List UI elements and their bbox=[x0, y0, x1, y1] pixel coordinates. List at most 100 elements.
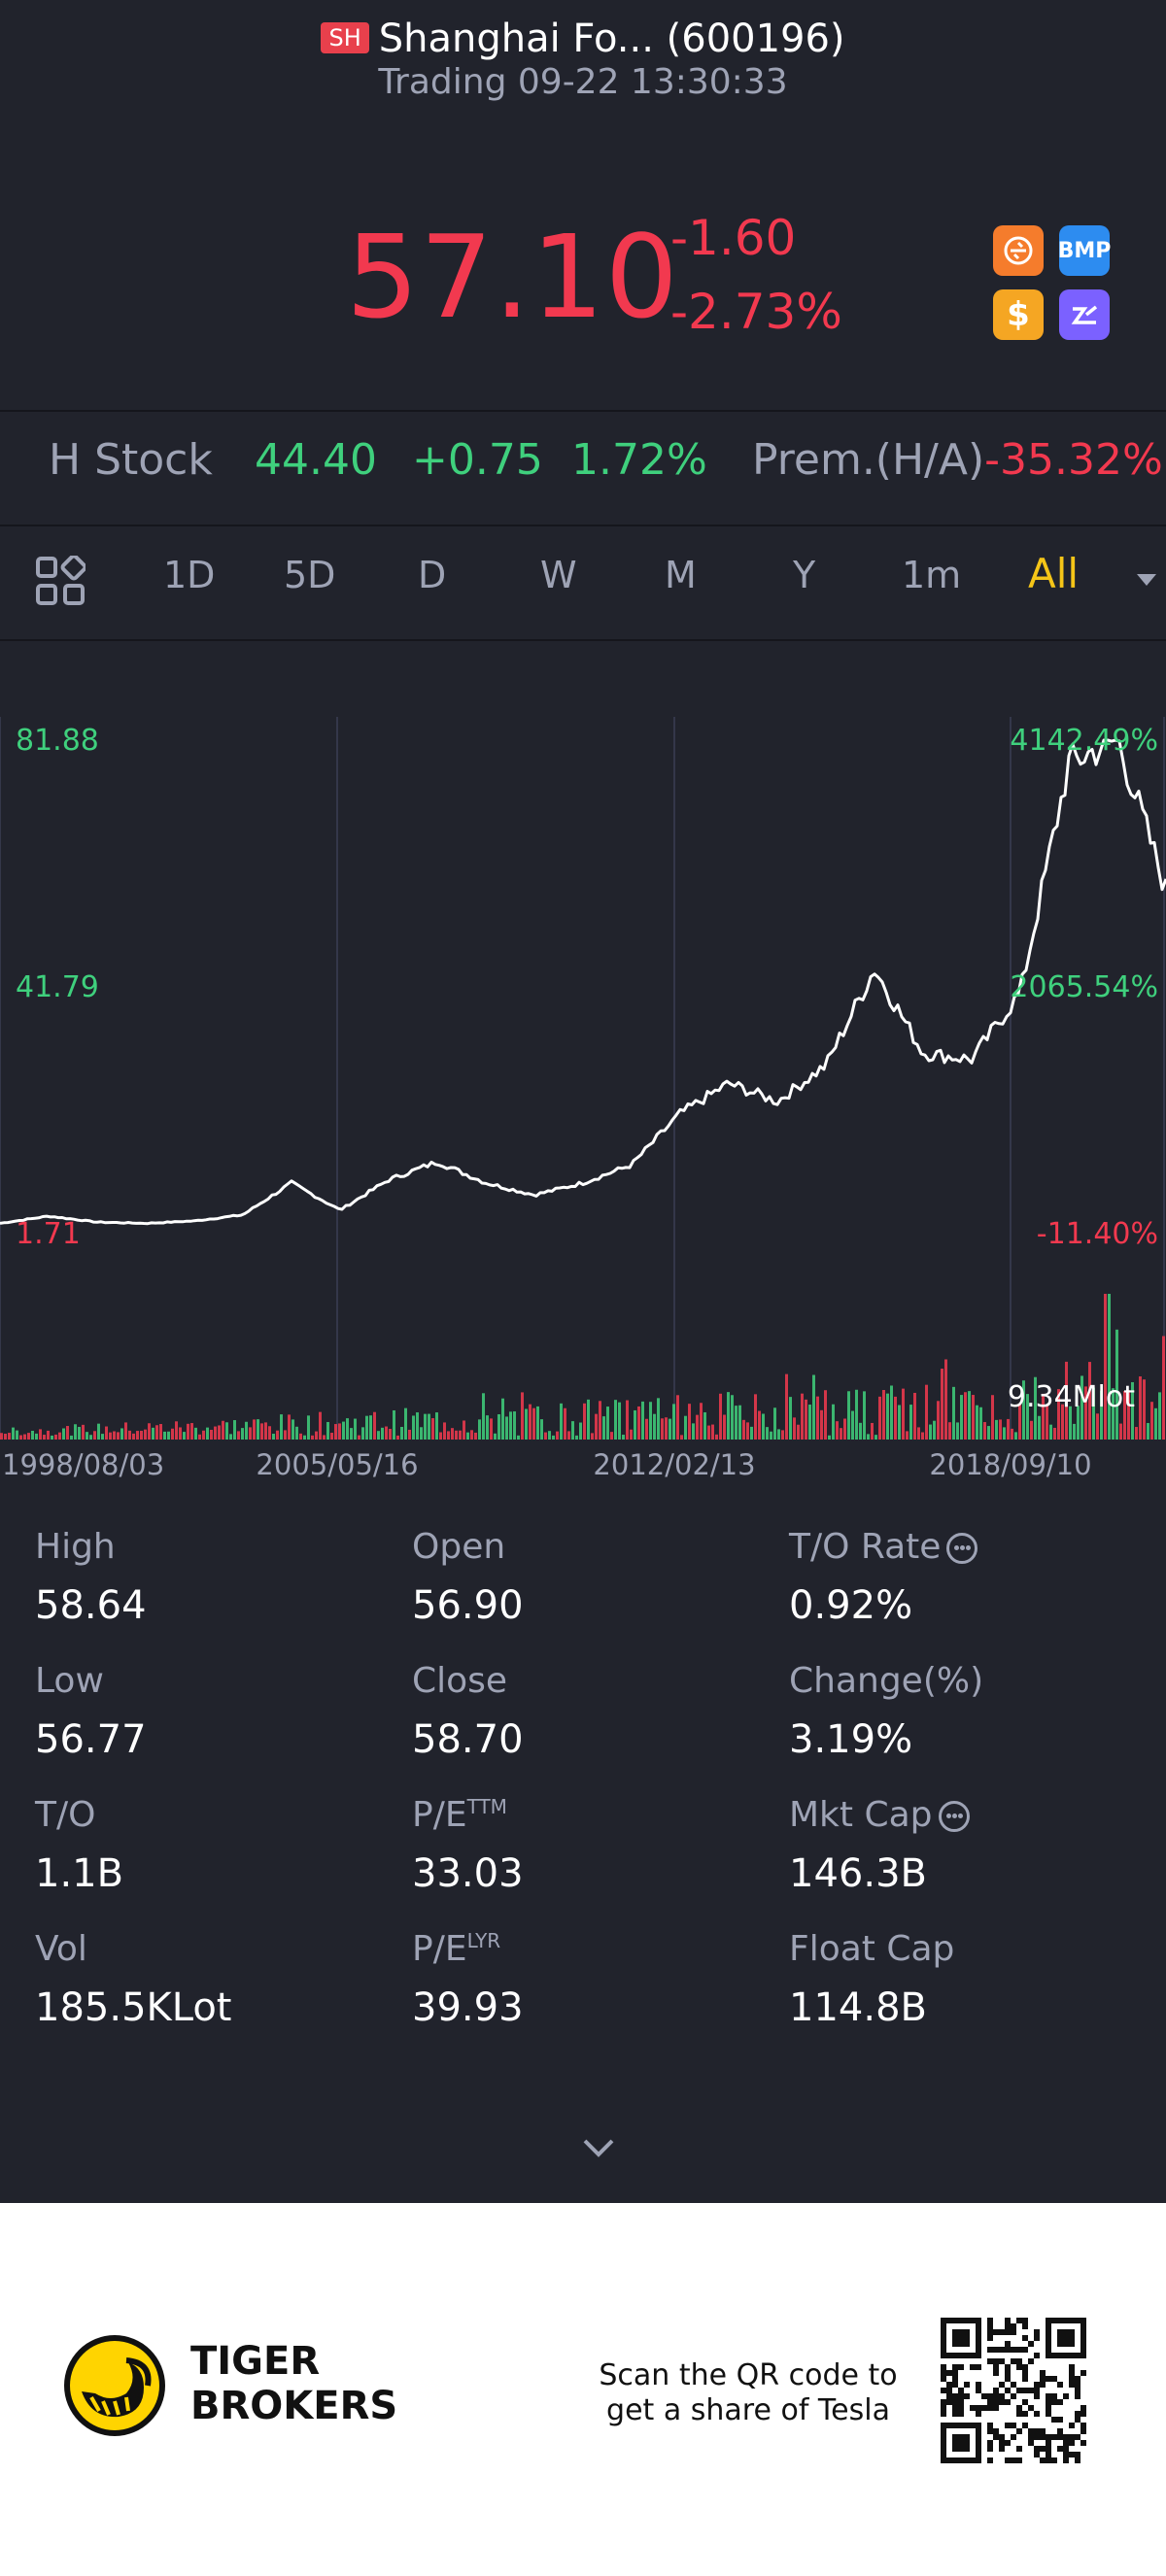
chevron-down-icon[interactable] bbox=[581, 2137, 616, 2164]
volume-bar bbox=[288, 1414, 291, 1440]
volume-bar bbox=[560, 1403, 563, 1440]
volume-bar bbox=[494, 1433, 497, 1440]
dollar-icon[interactable]: $ bbox=[993, 289, 1044, 340]
more-info-icon[interactable] bbox=[946, 1533, 978, 1564]
stat-label: Low bbox=[35, 1661, 104, 1701]
volume-bar bbox=[727, 1392, 730, 1440]
stat-value: 58.64 bbox=[35, 1583, 147, 1628]
volume-max-label: 9.34Mlot bbox=[1008, 1380, 1135, 1414]
volume-bar bbox=[194, 1427, 197, 1440]
tab-all[interactable]: All bbox=[1028, 550, 1080, 597]
volume-bar bbox=[257, 1419, 259, 1440]
volume-bar bbox=[82, 1424, 85, 1440]
volume-bar bbox=[470, 1430, 473, 1440]
promo-line-1: Scan the QR code to bbox=[599, 2358, 898, 2392]
tab-monthly[interactable]: M bbox=[665, 554, 697, 596]
volume-bar bbox=[190, 1423, 193, 1440]
volume-bar bbox=[513, 1411, 516, 1440]
volume-bar bbox=[1162, 1336, 1165, 1440]
volume-bar bbox=[917, 1427, 920, 1440]
caret-down-icon[interactable] bbox=[1137, 573, 1156, 592]
volume-bar bbox=[614, 1400, 617, 1440]
volume-bar bbox=[634, 1409, 636, 1440]
x-label-2018: 2018/09/10 bbox=[929, 1448, 1091, 1481]
stat-label-text: Mkt Cap bbox=[789, 1795, 933, 1835]
stat-value: 58.70 bbox=[412, 1717, 524, 1762]
volume-bar bbox=[878, 1396, 881, 1440]
divider bbox=[0, 525, 1166, 526]
volume-bar bbox=[816, 1396, 819, 1440]
volume-bar bbox=[894, 1396, 897, 1440]
promo-footer: TIGER BROKERS Scan the QR code to get a … bbox=[0, 2203, 1166, 2576]
volume-bar bbox=[330, 1433, 333, 1440]
volume-bar bbox=[1119, 1423, 1122, 1440]
volume-bar bbox=[610, 1432, 613, 1440]
volume-bar bbox=[902, 1388, 905, 1440]
volume-bar bbox=[62, 1428, 65, 1440]
volume-bar bbox=[777, 1429, 780, 1440]
more-info-icon[interactable] bbox=[938, 1801, 970, 1832]
volume-bar bbox=[19, 1435, 22, 1440]
volume-bar bbox=[1069, 1406, 1072, 1440]
volume-bar bbox=[474, 1432, 477, 1440]
tab-yearly[interactable]: Y bbox=[793, 554, 816, 596]
tab-daily[interactable]: D bbox=[418, 554, 447, 596]
volume-bar bbox=[455, 1430, 458, 1440]
volume-bar bbox=[723, 1414, 726, 1440]
volume-bar bbox=[167, 1431, 170, 1440]
volume-bar bbox=[735, 1406, 737, 1440]
volume-bar bbox=[292, 1419, 294, 1440]
volume-bar bbox=[249, 1427, 252, 1440]
qr-code bbox=[941, 2318, 1086, 2463]
volume-bar bbox=[976, 1405, 978, 1440]
bmp-icon[interactable]: BMP bbox=[1058, 225, 1111, 276]
margin-icon[interactable] bbox=[1059, 289, 1110, 340]
stat-value: 39.93 bbox=[412, 1985, 524, 2030]
volume-bar bbox=[657, 1398, 660, 1440]
volume-bar bbox=[661, 1418, 664, 1440]
tab-1m[interactable]: 1m bbox=[902, 554, 962, 596]
volume-bar bbox=[925, 1384, 928, 1440]
volume-bar bbox=[23, 1434, 26, 1440]
volume-bar bbox=[828, 1435, 831, 1440]
volume-bar bbox=[672, 1404, 675, 1440]
volume-bar bbox=[941, 1369, 943, 1440]
volume-bar bbox=[400, 1427, 403, 1440]
volume-bar bbox=[820, 1409, 823, 1440]
tab-1d[interactable]: 1D bbox=[163, 554, 216, 596]
volume-bar bbox=[326, 1421, 329, 1440]
volume-bar bbox=[16, 1430, 18, 1440]
layout-grid-icon[interactable] bbox=[35, 554, 87, 610]
tab-weekly[interactable]: W bbox=[540, 554, 577, 596]
stat-label: High bbox=[35, 1527, 116, 1567]
price-chart[interactable]: 81.88 41.79 1.71 4142.49% 2065.54% -11.4… bbox=[0, 709, 1166, 1506]
volume-bar bbox=[1018, 1405, 1021, 1440]
volume-bar bbox=[1100, 1390, 1103, 1440]
stat-value: 33.03 bbox=[412, 1851, 524, 1896]
volume-bar bbox=[280, 1414, 283, 1440]
volume-bar bbox=[237, 1431, 240, 1440]
volume-bar bbox=[933, 1420, 936, 1440]
volume-bar bbox=[684, 1415, 687, 1440]
volume-bar bbox=[867, 1434, 870, 1440]
volume-bar bbox=[1034, 1376, 1037, 1440]
volume-bar bbox=[4, 1434, 7, 1440]
volume-bar bbox=[505, 1416, 508, 1440]
hk-connect-icon[interactable] bbox=[993, 225, 1044, 276]
volume-bar bbox=[105, 1426, 108, 1440]
right-axis-mid: 2065.54% bbox=[1010, 970, 1158, 1004]
volume-bar bbox=[1084, 1386, 1087, 1440]
volume-bar bbox=[303, 1435, 306, 1440]
volume-bar bbox=[420, 1427, 423, 1440]
volume-bar bbox=[1131, 1381, 1134, 1440]
volume-bar bbox=[35, 1433, 38, 1440]
volume-bar bbox=[812, 1374, 815, 1440]
stat-label-text: Float Cap bbox=[789, 1929, 955, 1969]
volume-bar bbox=[1112, 1388, 1115, 1440]
volume-bar bbox=[855, 1389, 858, 1440]
volume-bar bbox=[117, 1432, 120, 1440]
right-axis-bottom: -11.40% bbox=[1037, 1217, 1158, 1251]
volume-bar bbox=[0, 1433, 3, 1440]
tab-5d[interactable]: 5D bbox=[284, 554, 336, 596]
volume-bar bbox=[93, 1431, 96, 1440]
